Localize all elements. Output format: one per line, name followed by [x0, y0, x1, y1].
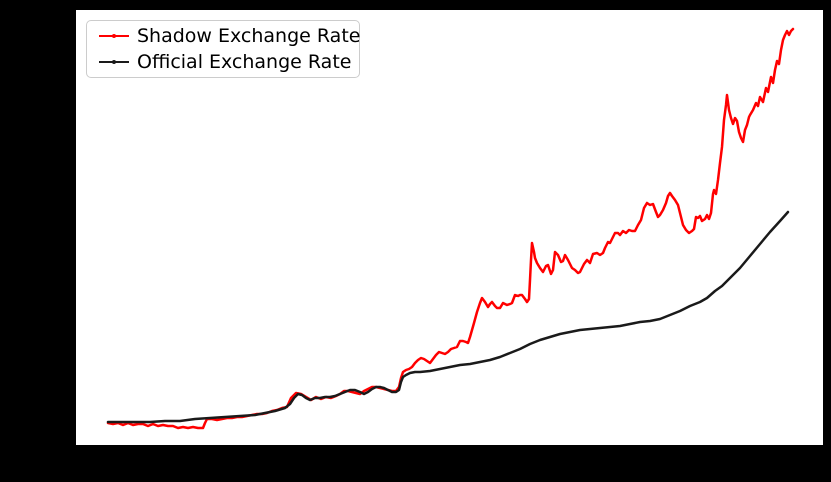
plot-area: Shadow Exchange Rate Official Exchange R… — [76, 10, 823, 445]
legend-entry-shadow-exchange-rate: Shadow Exchange Rate — [87, 23, 361, 49]
chart-svg — [106, 27, 795, 430]
legend-line-marker — [112, 60, 116, 64]
legend-label: Official Exchange Rate — [137, 51, 352, 73]
legend: Shadow Exchange Rate Official Exchange R… — [86, 20, 360, 78]
legend-line-sample-red — [99, 34, 129, 38]
legend-line-sample-black — [99, 60, 129, 64]
series-line-official-exchange-rate — [106, 210, 790, 424]
legend-entry-official-exchange-rate: Official Exchange Rate — [87, 49, 359, 75]
legend-label: Shadow Exchange Rate — [137, 25, 361, 47]
legend-line-marker — [112, 34, 116, 38]
